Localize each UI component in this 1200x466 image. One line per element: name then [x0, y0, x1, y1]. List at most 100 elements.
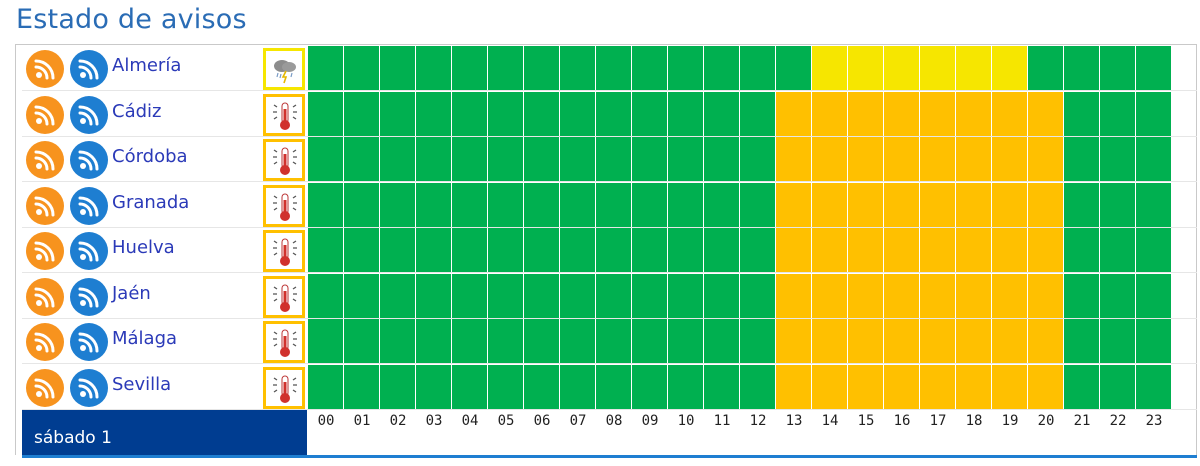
alert-cell[interactable] — [596, 91, 631, 136]
alert-cell[interactable] — [308, 364, 343, 409]
alert-cell[interactable] — [524, 319, 559, 363]
alert-cell[interactable] — [524, 137, 559, 181]
alert-cell[interactable] — [560, 91, 595, 136]
alert-cell[interactable] — [956, 182, 991, 227]
alert-cell[interactable] — [920, 137, 955, 181]
alert-cell[interactable] — [632, 91, 667, 136]
alert-cell[interactable] — [812, 46, 847, 90]
alert-cell[interactable] — [848, 182, 883, 227]
alert-cell[interactable] — [1064, 273, 1099, 318]
alert-cell[interactable] — [704, 364, 739, 409]
alert-cell[interactable] — [992, 228, 1027, 272]
alert-cell[interactable] — [884, 91, 919, 136]
alert-cell[interactable] — [488, 137, 523, 181]
alert-cell[interactable] — [956, 46, 991, 90]
alert-cell[interactable] — [488, 182, 523, 227]
alert-cell[interactable] — [1136, 182, 1171, 227]
alert-cell[interactable] — [668, 137, 703, 181]
alert-cell[interactable] — [416, 319, 451, 363]
alert-cell[interactable] — [1028, 273, 1063, 318]
alert-cell[interactable] — [992, 182, 1027, 227]
alert-cell[interactable] — [1064, 364, 1099, 409]
alert-cell[interactable] — [1028, 137, 1063, 181]
alert-cell[interactable] — [920, 273, 955, 318]
alert-cell[interactable] — [1136, 46, 1171, 90]
rss-blue-icon[interactable] — [70, 232, 108, 270]
alert-cell[interactable] — [1064, 137, 1099, 181]
rss-blue-icon[interactable] — [70, 323, 108, 361]
alert-cell[interactable] — [956, 273, 991, 318]
province-link[interactable]: Huelva — [112, 237, 175, 258]
alert-cell[interactable] — [992, 364, 1027, 409]
alert-cell[interactable] — [740, 273, 775, 318]
alert-cell[interactable] — [956, 91, 991, 136]
alert-cell[interactable] — [740, 319, 775, 363]
alert-cell[interactable] — [308, 319, 343, 363]
province-link[interactable]: Córdoba — [112, 146, 188, 167]
alert-cell[interactable] — [380, 364, 415, 409]
alert-cell[interactable] — [1136, 91, 1171, 136]
rss-blue-icon[interactable] — [70, 141, 108, 179]
alert-cell[interactable] — [632, 273, 667, 318]
alert-cell[interactable] — [668, 364, 703, 409]
alert-cell[interactable] — [956, 228, 991, 272]
alert-cell[interactable] — [380, 91, 415, 136]
alert-cell[interactable] — [560, 182, 595, 227]
alert-cell[interactable] — [740, 364, 775, 409]
alert-cell[interactable] — [884, 182, 919, 227]
alert-cell[interactable] — [1064, 319, 1099, 363]
alert-cell[interactable] — [848, 273, 883, 318]
alert-cell[interactable] — [1028, 182, 1063, 227]
alert-cell[interactable] — [992, 46, 1027, 90]
high-temperature-icon[interactable] — [263, 184, 305, 227]
alert-cell[interactable] — [596, 319, 631, 363]
alert-cell[interactable] — [632, 182, 667, 227]
alert-cell[interactable] — [416, 228, 451, 272]
alert-cell[interactable] — [776, 137, 811, 181]
alert-cell[interactable] — [956, 319, 991, 363]
alert-cell[interactable] — [452, 46, 487, 90]
rss-orange-icon[interactable] — [26, 95, 64, 134]
alert-cell[interactable] — [740, 182, 775, 227]
alert-cell[interactable] — [1100, 228, 1135, 272]
alert-cell[interactable] — [488, 273, 523, 318]
alert-cell[interactable] — [884, 137, 919, 181]
alert-cell[interactable] — [704, 91, 739, 136]
alert-cell[interactable] — [1136, 364, 1171, 409]
alert-cell[interactable] — [1028, 319, 1063, 363]
alert-cell[interactable] — [632, 364, 667, 409]
alert-cell[interactable] — [776, 319, 811, 363]
alert-cell[interactable] — [704, 137, 739, 181]
alert-cell[interactable] — [1136, 319, 1171, 363]
alert-cell[interactable] — [848, 137, 883, 181]
alert-cell[interactable] — [524, 46, 559, 90]
high-temperature-icon[interactable] — [263, 139, 305, 181]
alert-cell[interactable] — [380, 319, 415, 363]
alert-cell[interactable] — [776, 46, 811, 90]
alert-cell[interactable] — [596, 46, 631, 90]
alert-cell[interactable] — [668, 273, 703, 318]
alert-cell[interactable] — [992, 319, 1027, 363]
alert-cell[interactable] — [668, 46, 703, 90]
alert-cell[interactable] — [848, 91, 883, 136]
alert-cell[interactable] — [740, 91, 775, 136]
alert-cell[interactable] — [596, 364, 631, 409]
alert-cell[interactable] — [704, 182, 739, 227]
alert-cell[interactable] — [776, 228, 811, 272]
alert-cell[interactable] — [812, 273, 847, 318]
alert-cell[interactable] — [344, 364, 379, 409]
alert-cell[interactable] — [488, 319, 523, 363]
alert-cell[interactable] — [344, 273, 379, 318]
high-temperature-icon[interactable] — [263, 93, 305, 136]
alert-cell[interactable] — [380, 228, 415, 272]
alert-cell[interactable] — [812, 319, 847, 363]
alert-cell[interactable] — [1100, 46, 1135, 90]
alert-cell[interactable] — [812, 137, 847, 181]
alert-cell[interactable] — [596, 273, 631, 318]
alert-cell[interactable] — [524, 91, 559, 136]
alert-cell[interactable] — [452, 91, 487, 136]
alert-cell[interactable] — [416, 273, 451, 318]
alert-cell[interactable] — [704, 46, 739, 90]
high-temperature-icon[interactable] — [263, 230, 305, 272]
alert-cell[interactable] — [560, 319, 595, 363]
